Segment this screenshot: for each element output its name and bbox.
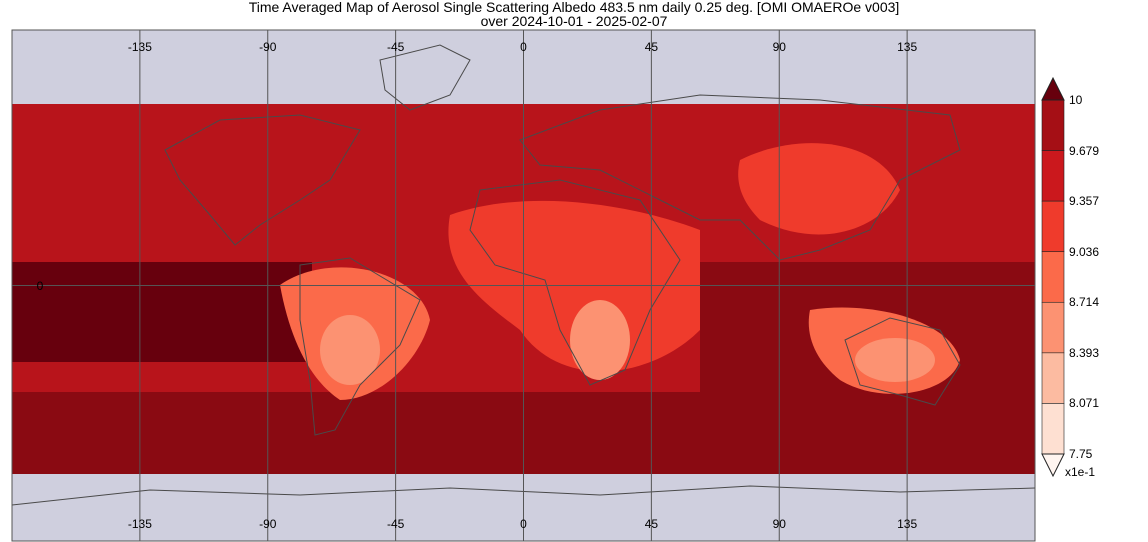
lon-tick-label-bottom: -135: [127, 517, 152, 531]
lon-tick-label-bottom: 45: [644, 517, 659, 531]
colorbar-tick-label: 9.679: [1069, 143, 1100, 158]
lon-tick-label-bottom: 135: [897, 517, 918, 531]
coastline-eurasia: [519, 94, 961, 261]
data-hotspot-south-america: [320, 315, 380, 385]
data-band-equatorial-pacific: [12, 262, 312, 362]
colorbar-segment: [1041, 301, 1065, 354]
colorbar-tick-label: 8.393: [1069, 345, 1100, 360]
lat-tick-label: 0: [36, 278, 44, 293]
coastline-south-america: [299, 257, 421, 436]
map-title-line1: Time Averaged Map of Aerosol Single Scat…: [248, 0, 900, 15]
colorbar-segment: [1041, 200, 1065, 253]
map-title-line2: over 2024-10-01 - 2025-02-07: [480, 13, 668, 29]
coastline-north-america: [164, 114, 361, 246]
colorbar: [1041, 76, 1065, 478]
data-plume-asia: [738, 143, 900, 235]
colorbar-over-triangle: [1041, 76, 1065, 101]
coastline-greenland: [379, 44, 471, 111]
colorbar-segment: [1041, 150, 1065, 202]
lon-tick-label-top: 0: [520, 40, 527, 54]
coastline-antarctica: [12, 485, 1035, 506]
lon-tick-label-top: -90: [259, 40, 277, 54]
data-hotspot-africa: [570, 300, 630, 380]
colorbar-tick-label: 9.036: [1069, 244, 1100, 259]
coastline-africa: [469, 179, 681, 386]
lon-tick-label-top: -45: [386, 40, 405, 54]
colorbar-segment: [1041, 403, 1065, 455]
lon-tick-label-top: 45: [644, 40, 659, 54]
map-frame-border: [11, 29, 1036, 542]
colorbar-under-triangle: [1041, 453, 1065, 478]
colorbar-segment: [1041, 251, 1065, 303]
data-plume-africa: [448, 200, 700, 372]
colorbar-tick-label: 9.357: [1069, 194, 1100, 209]
lon-tick-label-bottom: -45: [386, 517, 405, 531]
coastline-australia: [844, 317, 961, 406]
colorbar-tick-label: 8.071: [1069, 396, 1100, 411]
lon-tick-label-top: 90: [772, 40, 786, 54]
colorbar-tick-label: 8.714: [1069, 295, 1100, 310]
lon-tick-label-bottom: 0: [520, 517, 527, 531]
lon-tick-label-top: -135: [127, 40, 152, 54]
colorbar-segment: [1041, 352, 1065, 404]
colorbar-tick-label: 10: [1069, 93, 1083, 107]
data-hotspot-australia: [855, 338, 935, 382]
colorbar-tick-label: 7.75: [1069, 447, 1093, 461]
lon-tick-label-bottom: -90: [259, 517, 277, 531]
lon-tick-label-top: 135: [897, 40, 918, 54]
colorbar-segment: [1041, 99, 1065, 151]
colorbar-scale-label: x1e-1: [1065, 465, 1096, 479]
lon-tick-label-bottom: 90: [772, 517, 786, 531]
